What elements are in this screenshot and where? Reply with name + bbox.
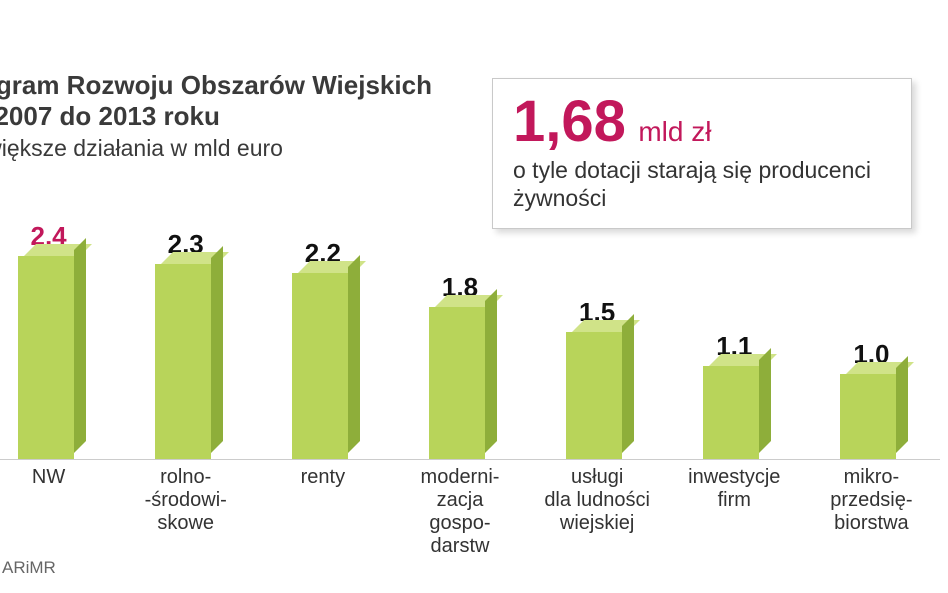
bar-group: 2,3 <box>117 200 254 459</box>
bar-category-label: NW <box>0 466 117 558</box>
bar-group: 1,5 <box>529 200 666 459</box>
chart-subtitle: jwiększe działania w mld euro <box>0 135 432 162</box>
bar <box>292 273 354 459</box>
bar-group: 2,2 <box>254 200 391 459</box>
bar-group: 2,4 <box>0 200 117 459</box>
bar-chart: 2,42,32,21,81,51,11,0 NWrolno--środowi-s… <box>0 200 940 500</box>
bar-category-label: rolno--środowi-skowe <box>117 466 254 558</box>
bar <box>429 307 491 459</box>
bar-category-label: mikro-przedsię-biorstwa <box>803 466 940 558</box>
bar-side <box>74 238 86 453</box>
chart-title-block: ogram Rozwoju Obszarów Wiejskich l 2007 … <box>0 70 432 162</box>
bar-group: 1,0 <box>803 200 940 459</box>
bar-category-label: moderni-zacjagospo-darstw <box>391 466 528 558</box>
bar-side <box>622 314 634 453</box>
bar-front <box>703 366 759 459</box>
bar <box>18 256 80 459</box>
bar <box>566 332 628 459</box>
bar-front <box>18 256 74 459</box>
bar-front <box>840 374 896 459</box>
bar-category-label: renty <box>254 466 391 558</box>
callout-box: 1,68 mld zł o tyle dotacji starają się p… <box>492 78 912 229</box>
bar-category-label: usługidla ludnościwiejskiej <box>529 466 666 558</box>
bar-front <box>292 273 348 459</box>
source-label: ARiMR <box>2 558 56 578</box>
title-line-2: l 2007 do 2013 roku <box>0 101 432 132</box>
title-line-1: ogram Rozwoju Obszarów Wiejskich <box>0 70 432 101</box>
bar-group: 1,1 <box>666 200 803 459</box>
bar <box>155 264 217 459</box>
callout-number: 1,68 <box>513 89 626 154</box>
callout-description: o tyle dotacji starają się producenci ży… <box>513 157 891 212</box>
bar <box>840 374 902 459</box>
bar-side <box>759 348 771 453</box>
bar-side <box>485 289 497 453</box>
bar-side <box>211 246 223 453</box>
bar-side <box>896 356 908 453</box>
bar-front <box>566 332 622 459</box>
bar-front <box>155 264 211 459</box>
bar-side <box>348 255 360 453</box>
callout-unit: mld zł <box>638 116 711 147</box>
bar <box>703 366 765 459</box>
bar-group: 1,8 <box>391 200 528 459</box>
bar-category-label: inwestycjefirm <box>666 466 803 558</box>
bar-front <box>429 307 485 459</box>
